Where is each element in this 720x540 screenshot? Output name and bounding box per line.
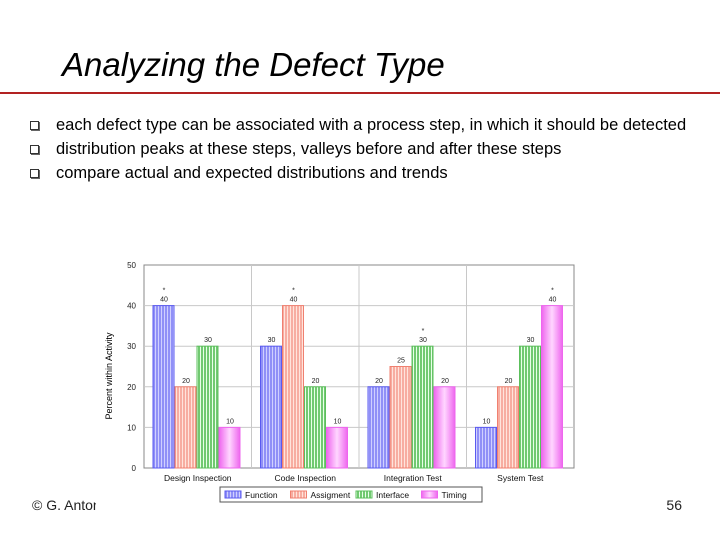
bar-value-label: 10: [226, 418, 234, 425]
y-tick-label: 40: [127, 302, 136, 311]
bar: [304, 386, 326, 469]
bullet-item: each defect type can be associated with …: [30, 113, 710, 137]
legend-label: Function: [245, 490, 278, 500]
y-tick-label: 30: [127, 342, 136, 351]
bar: [541, 305, 563, 469]
legend-swatch: [421, 490, 438, 499]
bar-value-label: 10: [483, 418, 491, 425]
legend-label: Timing: [442, 490, 467, 500]
peak-marker: *: [551, 288, 554, 295]
bullet-text: distribution peaks at these steps, valle…: [56, 140, 562, 158]
footer-author: © G. Antoniol: [32, 497, 96, 513]
bar: [218, 426, 241, 469]
y-tick-label: 10: [127, 423, 136, 432]
bar: [152, 305, 175, 469]
bar: [326, 426, 348, 469]
bar-value-label: 25: [397, 358, 405, 365]
bar: [389, 366, 412, 469]
bar: [282, 305, 304, 469]
bar-value-label: 20: [312, 378, 320, 385]
square-bullet-icon: [30, 121, 39, 130]
bar-value-label: 10: [334, 418, 342, 425]
bar-value-label: 30: [204, 337, 212, 344]
y-tick-label: 20: [127, 383, 136, 392]
bar-value-label: 30: [268, 337, 276, 344]
legend-box: [219, 486, 483, 503]
title-divider: [0, 92, 720, 94]
y-axis-label: Percent within Activity: [104, 332, 114, 420]
bullet-item: distribution peaks at these steps, valle…: [30, 137, 710, 161]
bar-value-label: 40: [290, 297, 298, 304]
bar-value-label: 30: [419, 337, 427, 344]
bar: [367, 386, 390, 469]
legend-label: Assigment: [311, 490, 351, 500]
category-label: Code Inspection: [275, 473, 337, 483]
category-label: System Test: [497, 473, 544, 483]
legend-swatch: [290, 490, 307, 499]
square-bullet-icon: [30, 169, 39, 178]
legend-swatch: [224, 490, 242, 499]
bullet-text: compare actual and expected distribution…: [56, 164, 448, 182]
slide-title: Analyzing the Defect Type: [62, 46, 445, 83]
bar: [260, 345, 282, 469]
peak-marker: *: [292, 288, 295, 295]
bar-value-label: 40: [160, 297, 168, 304]
bar: [411, 345, 434, 469]
bar-value-label: 20: [441, 378, 449, 385]
bar: [196, 345, 219, 469]
bar: [497, 386, 519, 469]
bullet-list: each defect type can be associated with …: [30, 113, 710, 185]
y-tick-label: 0: [132, 464, 137, 473]
y-tick-label: 50: [127, 261, 136, 270]
legend-swatch: [355, 490, 373, 499]
bar: [174, 386, 197, 469]
square-bullet-icon: [30, 145, 39, 154]
bar-value-label: 40: [549, 297, 557, 304]
bar-value-label: 20: [505, 378, 513, 385]
legend-label: Interface: [376, 490, 409, 500]
bar: [519, 345, 541, 469]
peak-marker: *: [163, 288, 166, 295]
bar-value-label: 30: [527, 337, 535, 344]
bullet-item: compare actual and expected distribution…: [30, 161, 710, 185]
bar: [433, 386, 456, 469]
bar-value-label: 20: [182, 378, 190, 385]
page-number: 56: [666, 497, 682, 513]
bar: [475, 426, 497, 469]
category-label: Design Inspection: [164, 473, 232, 483]
category-label: Integration Test: [384, 473, 443, 483]
peak-marker: *: [422, 328, 425, 335]
bar-value-label: 20: [375, 378, 383, 385]
bullet-text: each defect type can be associated with …: [56, 116, 687, 134]
